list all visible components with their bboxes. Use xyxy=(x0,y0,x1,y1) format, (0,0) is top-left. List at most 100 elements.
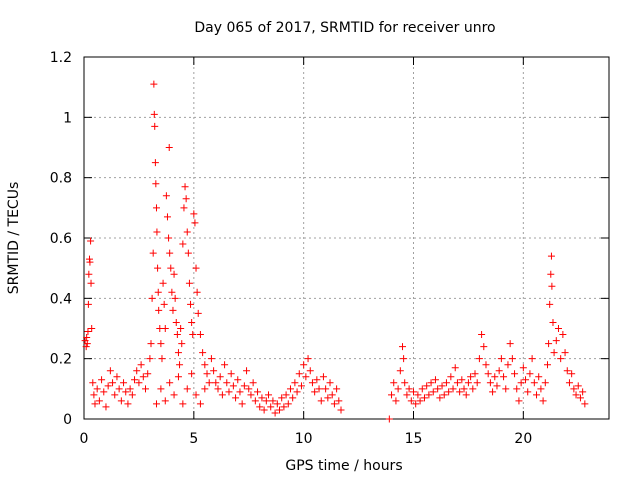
data-point xyxy=(192,391,200,399)
data-point xyxy=(291,379,299,387)
data-point xyxy=(93,385,101,393)
data-point xyxy=(306,367,314,375)
data-point xyxy=(537,385,545,393)
data-point xyxy=(166,249,174,257)
data-point xyxy=(570,385,578,393)
data-point xyxy=(258,394,266,402)
data-point xyxy=(262,397,270,405)
data-point xyxy=(234,376,242,384)
data-point xyxy=(188,370,196,378)
data-point xyxy=(289,394,297,402)
data-point xyxy=(506,340,514,348)
y-tick-label: 0.2 xyxy=(50,352,72,368)
data-point xyxy=(122,388,130,396)
data-point xyxy=(180,204,188,212)
data-point xyxy=(337,406,345,414)
data-point xyxy=(199,349,207,357)
data-point xyxy=(150,80,158,88)
x-tick-label: 20 xyxy=(514,431,532,447)
data-point xyxy=(447,373,455,381)
data-point xyxy=(128,391,136,399)
data-point xyxy=(249,379,257,387)
data-point xyxy=(547,252,555,260)
data-point xyxy=(554,325,562,332)
data-point xyxy=(240,382,248,390)
data-point xyxy=(185,279,193,287)
data-point xyxy=(168,288,176,296)
data-point xyxy=(212,379,220,387)
data-point xyxy=(330,400,338,408)
data-point xyxy=(147,340,155,348)
data-point xyxy=(545,340,553,348)
data-point xyxy=(574,382,582,390)
data-point xyxy=(295,370,303,378)
axis-ticks: 0 0.2 0.4 0.6 0.8 1 1.2 0 5 10 15 20 xyxy=(50,50,609,447)
data-point xyxy=(471,370,479,378)
data-point xyxy=(401,379,409,387)
data-point xyxy=(464,379,472,387)
data-point xyxy=(193,288,201,296)
data-point xyxy=(159,279,167,287)
data-point xyxy=(440,391,448,399)
data-point xyxy=(541,379,549,387)
data-point xyxy=(522,376,530,384)
x-axis-label: GPS time / hours xyxy=(285,458,402,474)
data-point xyxy=(83,340,91,348)
data-point xyxy=(176,361,184,369)
data-point xyxy=(543,361,551,369)
data-point xyxy=(221,361,229,369)
data-point xyxy=(317,397,325,405)
data-point xyxy=(184,249,192,257)
data-point xyxy=(511,370,519,378)
data-point xyxy=(174,373,182,381)
data-point xyxy=(284,400,292,408)
data-point xyxy=(154,288,162,296)
data-point xyxy=(416,397,424,405)
data-point xyxy=(126,385,134,393)
data-point xyxy=(324,394,332,402)
data-point xyxy=(178,340,186,348)
data-point xyxy=(133,367,141,375)
data-point xyxy=(409,388,417,396)
data-point xyxy=(458,376,466,384)
data-point xyxy=(151,159,159,167)
data-point xyxy=(166,379,174,387)
data-point xyxy=(273,400,281,408)
data-point xyxy=(581,400,589,408)
data-point xyxy=(403,391,411,399)
data-point xyxy=(113,373,121,381)
data-point xyxy=(308,379,316,387)
data-point xyxy=(189,331,197,339)
data-point xyxy=(84,328,92,336)
data-point xyxy=(431,376,439,384)
data-point xyxy=(456,388,464,396)
data-point xyxy=(157,340,165,348)
data-point xyxy=(469,385,477,393)
data-point xyxy=(216,373,224,381)
data-point xyxy=(388,391,396,399)
data-point xyxy=(475,355,483,363)
x-tick-label: 0 xyxy=(80,431,89,447)
data-point xyxy=(568,370,576,378)
data-point xyxy=(559,331,567,339)
data-point xyxy=(170,391,178,399)
data-point xyxy=(152,400,160,408)
data-point xyxy=(155,306,163,314)
data-point xyxy=(418,385,426,393)
data-point xyxy=(238,400,246,408)
data-point xyxy=(188,318,196,326)
data-point xyxy=(179,400,187,408)
data-point xyxy=(517,379,525,387)
data-point xyxy=(394,385,402,393)
data-point xyxy=(171,294,179,302)
data-point xyxy=(449,385,457,393)
data-point xyxy=(87,279,95,287)
data-point xyxy=(174,349,182,357)
data-point xyxy=(276,406,284,414)
data-point xyxy=(302,373,310,381)
data-point xyxy=(203,370,211,378)
data-point xyxy=(495,367,503,375)
data-point xyxy=(392,397,400,405)
data-point xyxy=(482,361,490,369)
data-point xyxy=(526,370,534,378)
